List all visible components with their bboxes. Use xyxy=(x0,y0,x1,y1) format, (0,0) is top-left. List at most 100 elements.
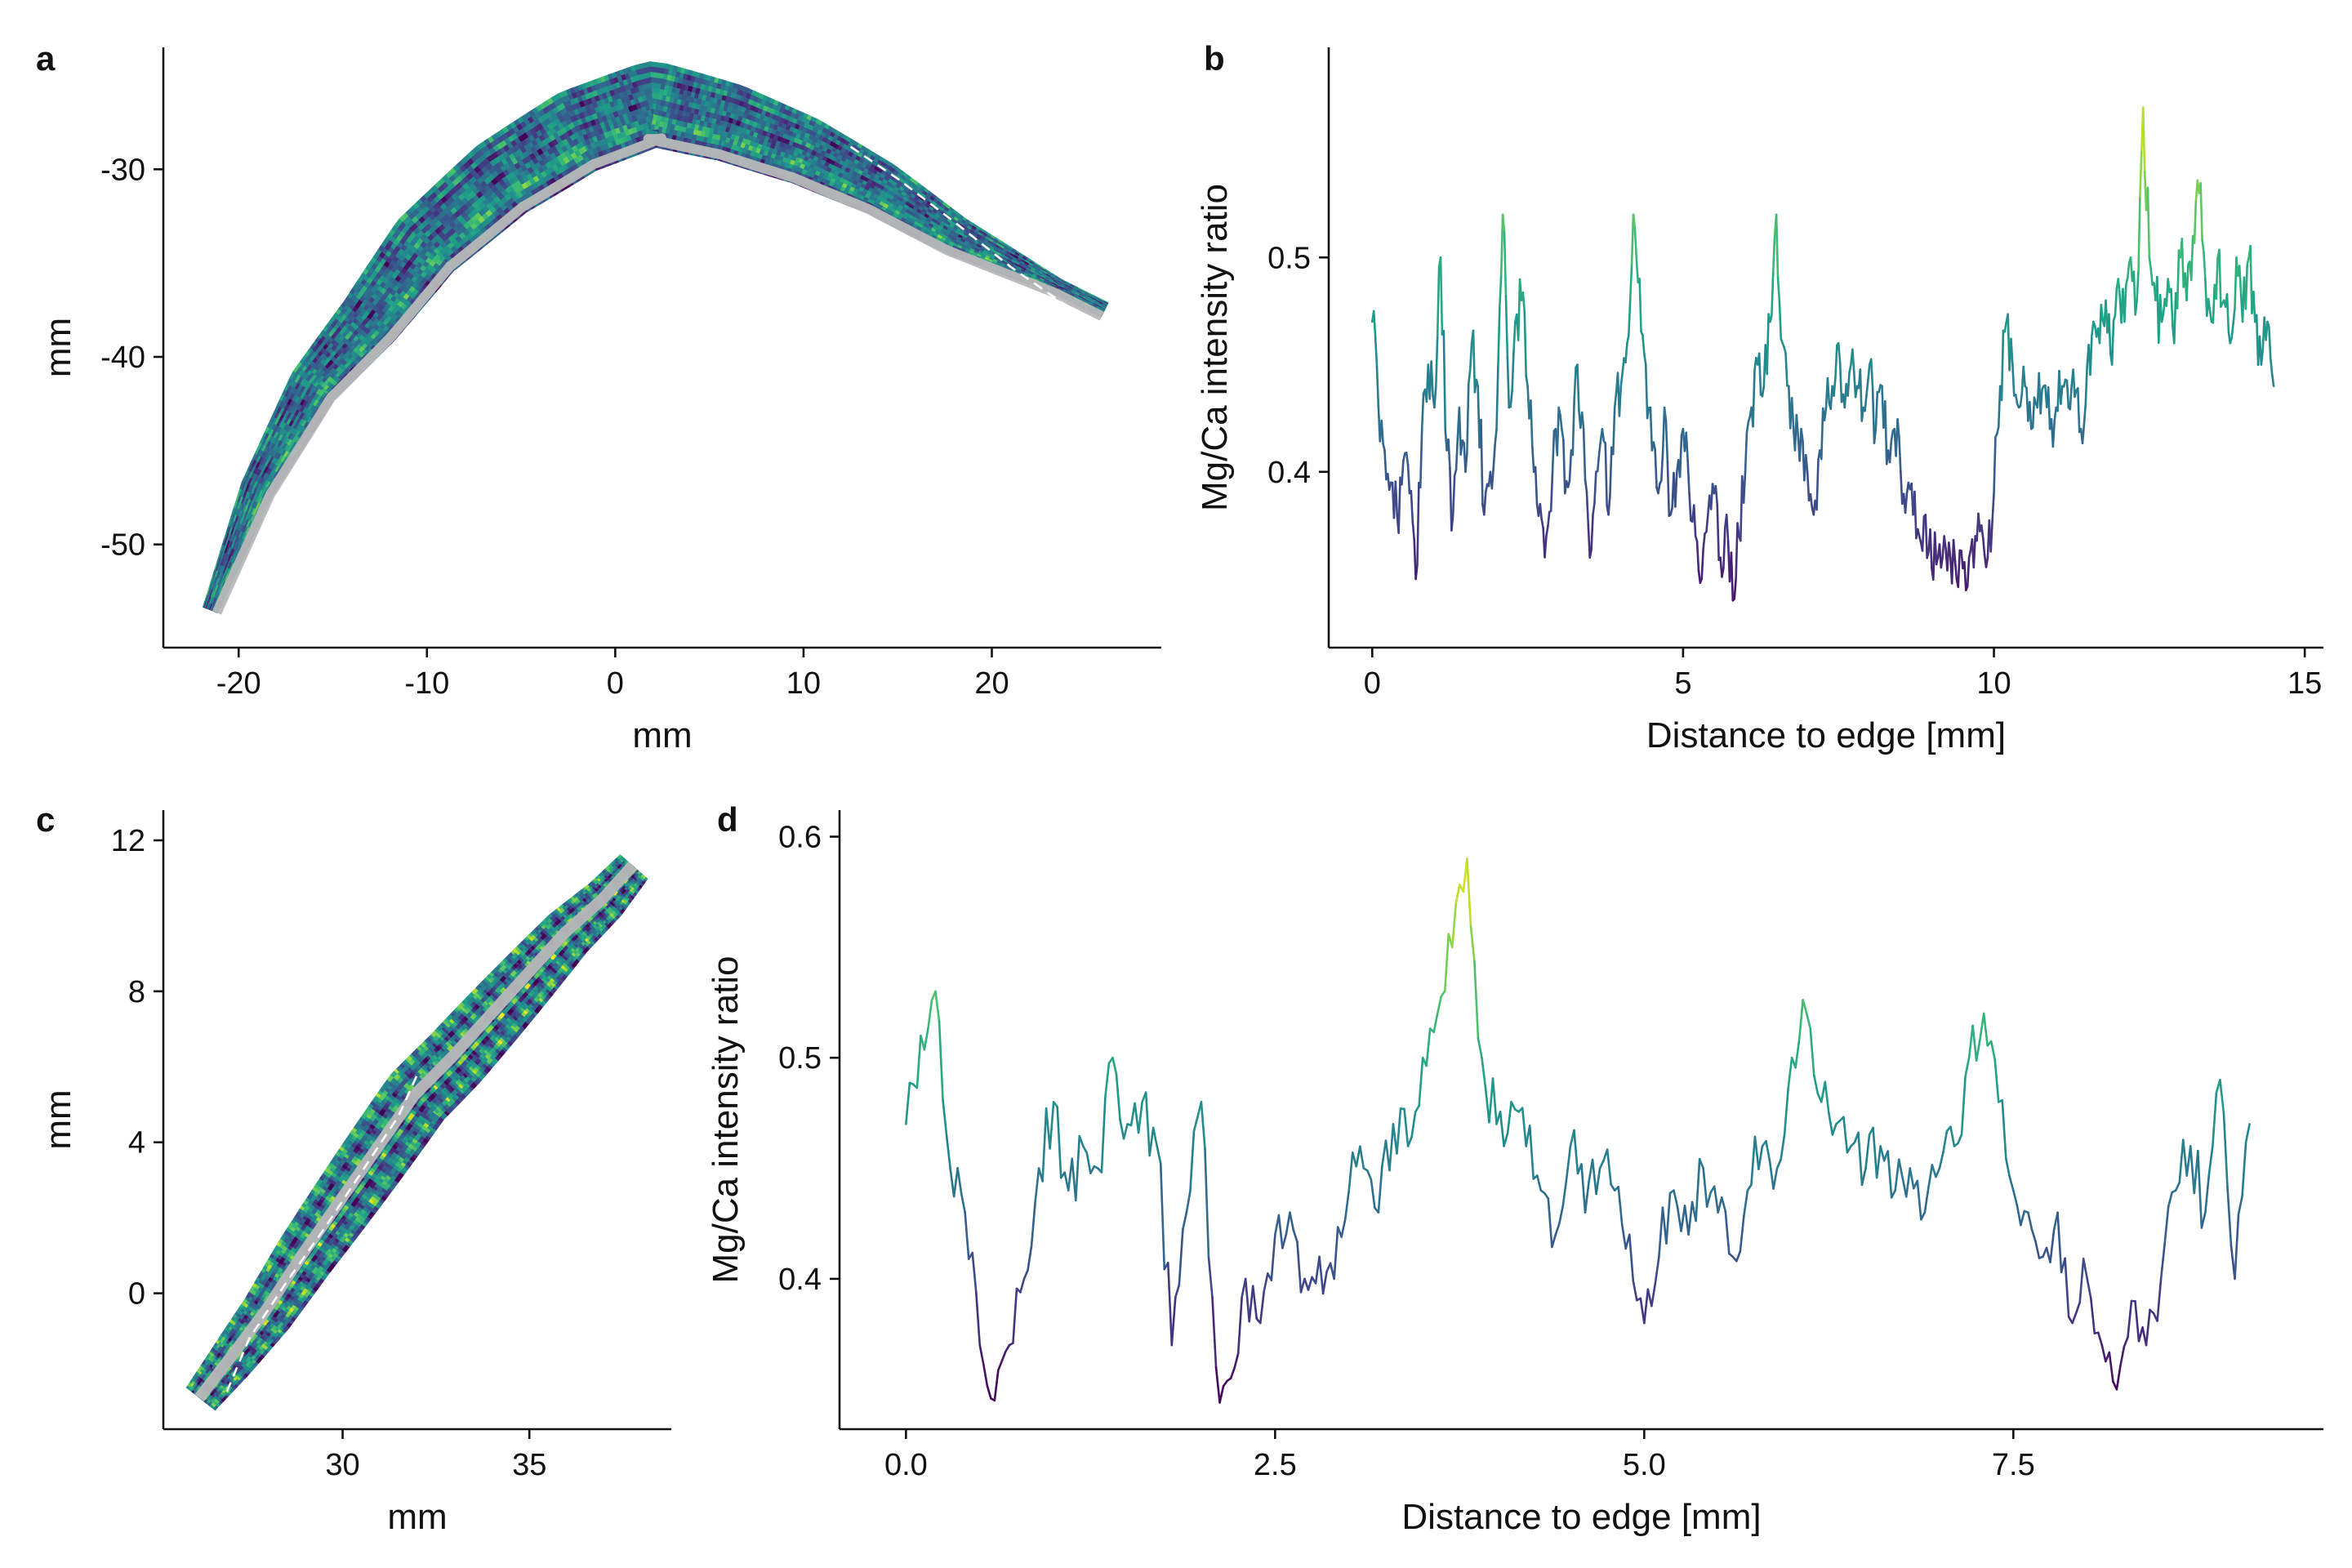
series-segment xyxy=(2238,265,2243,296)
series-segment xyxy=(1989,519,1993,553)
series-segment xyxy=(1449,466,1453,532)
x-tick-label: 5 xyxy=(1674,666,1691,701)
series-segment xyxy=(1664,419,1669,463)
x-tick-label: -10 xyxy=(404,666,449,701)
series-segment xyxy=(2268,325,2272,360)
series-segment xyxy=(1963,561,1967,591)
series-segment xyxy=(1430,360,1434,397)
series-segment xyxy=(1628,298,1632,337)
series-segment xyxy=(2139,149,2143,198)
series-segment xyxy=(1435,334,1439,388)
series-segment xyxy=(1778,300,1783,341)
series-segment xyxy=(1864,394,1868,412)
series-segment xyxy=(1380,419,1384,445)
series-segment xyxy=(1771,233,1776,273)
series-segment xyxy=(1374,335,1379,368)
series-segment xyxy=(2215,256,2219,301)
series-segment xyxy=(1957,549,1961,589)
series-segment xyxy=(1406,463,1411,495)
series-segment xyxy=(1551,430,1556,474)
series-segment xyxy=(2201,238,2205,254)
series-segment xyxy=(1966,556,1971,588)
x-tick-label: -20 xyxy=(216,666,261,701)
series-segment xyxy=(1761,385,1766,398)
series-segment xyxy=(1454,435,1459,471)
series-segment xyxy=(2125,276,2129,287)
plot-area-b xyxy=(1370,106,2275,602)
series-segment xyxy=(1775,213,1780,279)
y-tick-label: 0.4 xyxy=(1267,456,1311,490)
series-segment xyxy=(2022,365,2026,388)
series-segment xyxy=(1688,492,1692,522)
series-segment xyxy=(1933,531,1938,566)
series-segment xyxy=(1490,466,1495,490)
series-segment xyxy=(1826,376,1831,405)
y-tick-label: -40 xyxy=(100,341,145,375)
series-segment xyxy=(1924,513,1929,559)
series-segment xyxy=(1848,363,1852,374)
series-segment xyxy=(1784,352,1788,387)
series-segment xyxy=(1635,257,1640,284)
series-segment xyxy=(2230,322,2234,339)
series-segment xyxy=(2170,287,2174,327)
series-segment xyxy=(1874,390,1879,430)
series-segment xyxy=(1643,352,1647,366)
series-segment xyxy=(1837,341,1842,364)
series-segment xyxy=(2084,363,2089,406)
series-segment xyxy=(2269,358,2274,376)
series-segment xyxy=(1654,448,1658,489)
series-segment xyxy=(1838,361,1843,403)
series-segment xyxy=(1657,483,1661,495)
series-segment xyxy=(1597,439,1602,455)
series-segment xyxy=(1776,276,1781,303)
x-tick-label: 0 xyxy=(1364,666,1381,701)
y-axis-title: Mg/Ca intensity ratio xyxy=(1195,184,1235,511)
series-segment xyxy=(1480,418,1484,506)
series-segment xyxy=(1531,445,1535,474)
series-segment xyxy=(2185,263,2189,302)
series-segment xyxy=(1686,459,1690,495)
series-segment xyxy=(1642,334,1646,355)
series-segment xyxy=(1593,470,1597,505)
x-axis-title: mm xyxy=(632,715,692,755)
series-segment xyxy=(1534,466,1539,506)
series-segment xyxy=(2110,319,2115,366)
series-segment xyxy=(1806,470,1811,502)
series-segment xyxy=(1666,461,1671,517)
series-segment xyxy=(1492,443,1496,470)
series-segment xyxy=(1766,313,1770,376)
series-segment xyxy=(1859,368,1864,422)
series-segment xyxy=(2146,186,2151,259)
series-segment xyxy=(1757,352,1762,396)
series-segment xyxy=(1674,470,1678,508)
series-segment xyxy=(1913,490,1918,540)
series-segment xyxy=(1702,532,1706,550)
series-segment xyxy=(1996,425,2000,435)
panel-label: a xyxy=(36,39,56,78)
series-segment xyxy=(1744,431,1748,474)
series-segment xyxy=(2003,320,2008,333)
series-segment xyxy=(1752,369,1756,428)
series-segment xyxy=(1506,355,1511,409)
series-segment xyxy=(1436,265,1441,337)
series-segment xyxy=(2137,195,2141,273)
series-segment xyxy=(1611,406,1616,456)
series-segment xyxy=(1433,385,1437,409)
series-segment xyxy=(1815,458,1820,511)
series-segment xyxy=(1685,431,1689,462)
series-segment xyxy=(1851,348,1855,373)
series-segment xyxy=(1716,504,1720,561)
series-segment xyxy=(2252,290,2256,323)
panel-label: b xyxy=(1204,39,1225,78)
series-segment xyxy=(1521,292,1526,314)
series-segment xyxy=(1509,390,1513,408)
series-segment xyxy=(1495,364,1499,430)
series-segment xyxy=(1559,414,1563,431)
series-segment xyxy=(1993,435,1997,495)
series-segment xyxy=(2148,256,2153,270)
series-segment xyxy=(1401,460,1405,486)
series-segment xyxy=(1601,427,1606,443)
plot-area-a xyxy=(202,61,1109,615)
x-tick-label: 15 xyxy=(2287,666,2322,701)
series-segment xyxy=(1981,537,1986,557)
